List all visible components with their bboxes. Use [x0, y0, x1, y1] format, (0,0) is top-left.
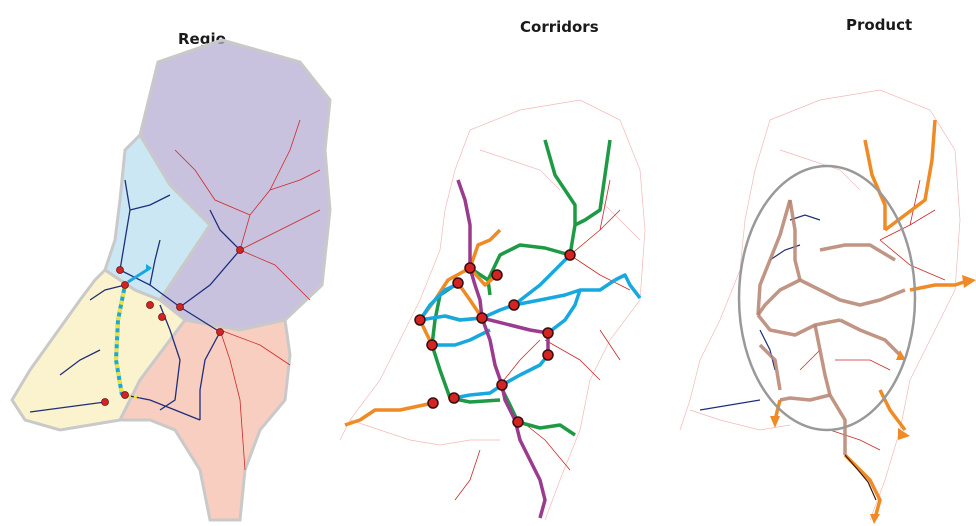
corridors-outline: [339, 99, 646, 521]
product-map: [679, 89, 976, 524]
region-west: [10, 268, 188, 432]
corridors-map: [339, 99, 646, 521]
panel-title-product: Product: [846, 16, 913, 34]
regio-map: [10, 38, 332, 522]
corridors-nodes: [414, 249, 576, 428]
product-red-lines: [799, 179, 946, 451]
regio-blue-network: [29, 179, 241, 421]
product-outline: [679, 89, 961, 521]
region-south: [117, 318, 292, 522]
panel-title-corridors: Corridors: [520, 18, 599, 36]
corridor-purple: [456, 179, 550, 519]
product-dark-trace: [844, 454, 877, 501]
regio-dashed-route: [113, 264, 152, 400]
product-focus-ellipse: [737, 164, 917, 432]
corridors-red-lines: [454, 179, 631, 501]
regio-nodes: [101, 246, 244, 406]
product-arrowheads: [770, 275, 976, 524]
regio-red-lines: [174, 119, 321, 471]
corridor-cyan: [418, 253, 642, 400]
product-brown-routes: [756, 199, 906, 455]
